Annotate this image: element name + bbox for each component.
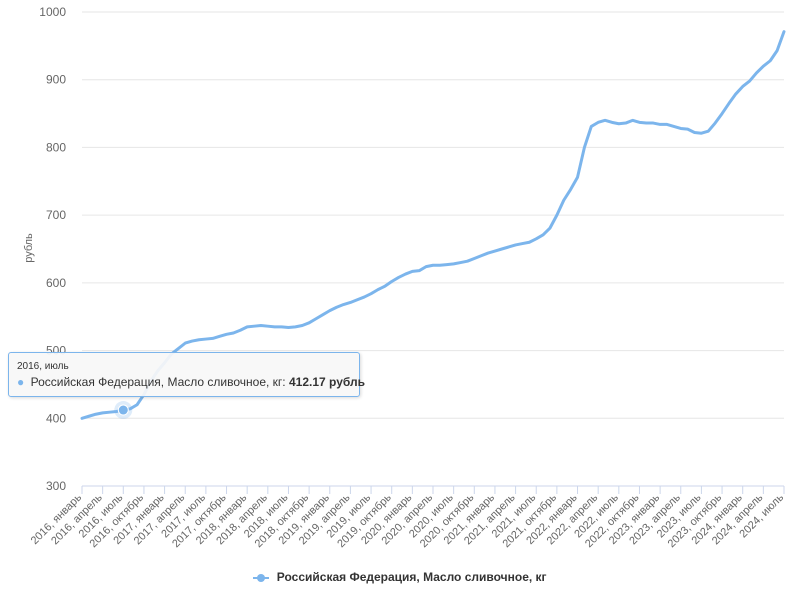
series-line[interactable] (80, 30, 786, 420)
legend-item[interactable]: Российская Федерация, Масло сливочное, к… (253, 570, 547, 584)
y-tick-label: 600 (46, 276, 66, 290)
tooltip-series-label: Российская Федерация, Масло сливочное, к… (30, 375, 286, 389)
y-tick-label: 800 (46, 140, 66, 154)
y-tick-label: 1000 (39, 5, 66, 19)
y-tick-label: 700 (46, 208, 66, 222)
tooltip-row: ● Российская Федерация, Масло сливочное,… (17, 375, 365, 389)
tooltip-header: 2016, июль (17, 361, 69, 372)
gridlines (82, 11, 784, 487)
y-tick-label: 400 (46, 411, 66, 425)
y-tick-label: 300 (46, 479, 66, 493)
tooltip: 2016, июль ● Российская Федерация, Масло… (8, 352, 365, 397)
tooltip-series-dot-icon: ● (17, 375, 25, 389)
data-point-marker[interactable] (117, 404, 129, 416)
legend: Российская Федерация, Масло сливочное, к… (0, 570, 800, 584)
legend-line-marker-icon (253, 573, 270, 583)
y-tick-label: 900 (46, 73, 66, 87)
tooltip-value: 412.17 рубль (288, 375, 365, 389)
series-group (80, 30, 786, 420)
y-axis-title: рубль (23, 233, 35, 263)
legend-label: Российская Федерация, Масло сливочное, к… (276, 570, 547, 584)
